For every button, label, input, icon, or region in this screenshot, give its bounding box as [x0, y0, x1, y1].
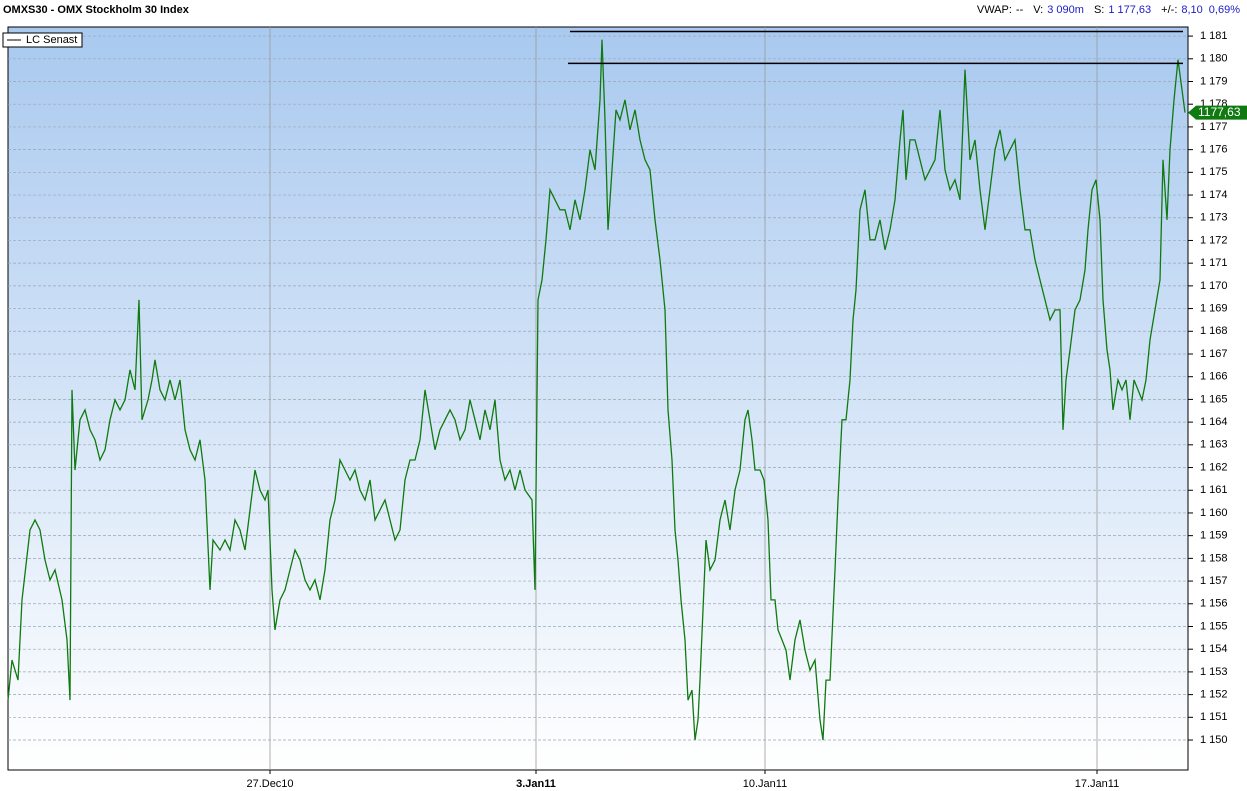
y-tick-label: 1 167: [1200, 348, 1228, 360]
y-tick-label: 1 151: [1200, 711, 1228, 723]
header-value: 1 177,63: [1108, 4, 1151, 16]
header-label: VWAP:: [977, 4, 1012, 16]
header-value: 3 090m: [1047, 4, 1084, 16]
x-tick-label: 27.Dec10: [246, 778, 293, 790]
y-tick-label: 1 173: [1200, 212, 1228, 224]
y-tick-label: 1 180: [1200, 53, 1228, 65]
legend-label: LC Senast: [26, 34, 77, 46]
legend: [2, 32, 83, 48]
y-tick-label: 1 168: [1200, 325, 1228, 337]
y-tick-label: 1 154: [1200, 643, 1228, 655]
y-tick-label: 1 177: [1200, 121, 1228, 133]
y-tick-label: 1 164: [1200, 416, 1228, 428]
x-tick-label: 17.Jan11: [1075, 778, 1119, 790]
y-tick-label: 1 162: [1200, 461, 1228, 473]
grid: [8, 27, 1193, 774]
header-value: 8,10: [1181, 4, 1202, 16]
series-line: [7, 39, 1186, 741]
y-tick-label: 1 156: [1200, 598, 1228, 610]
y-tick-label: 1 150: [1200, 734, 1228, 746]
last-value-label: 1177,63: [1198, 105, 1241, 119]
y-tick-label: 1 165: [1200, 393, 1228, 405]
y-tick-label: 1 160: [1200, 507, 1228, 519]
y-tick-label: 1 170: [1200, 280, 1228, 292]
y-tick-label: 1 163: [1200, 439, 1228, 451]
plot: [7, 30, 1186, 741]
y-tick-label: 1 159: [1200, 530, 1228, 542]
last-value-tag: [1188, 105, 1247, 120]
y-tick-label: 1 169: [1200, 302, 1228, 314]
y-tick-label: 1 155: [1200, 620, 1228, 632]
header-value: 0,69%: [1209, 4, 1240, 16]
y-tick-label: 1 181: [1200, 30, 1228, 42]
y-tick-label: 1 176: [1200, 144, 1228, 156]
x-tick-label: 3.Jan11: [516, 778, 556, 790]
y-tick-label: 1 166: [1200, 371, 1228, 383]
y-tick-label: 1 161: [1200, 484, 1228, 496]
plot-area: [7, 26, 1189, 771]
y-tick-label: 1 157: [1200, 575, 1228, 587]
x-tick-label: 10.Jan11: [743, 778, 787, 790]
y-tick-label: 1 179: [1200, 75, 1228, 87]
y-tick-label: 1 152: [1200, 689, 1228, 701]
header-value: --: [1016, 4, 1024, 16]
chart-title: OMXS30 - OMX Stockholm 30 Index: [3, 4, 190, 16]
y-tick-label: 1 172: [1200, 234, 1228, 246]
y-tick-label: 1 174: [1200, 189, 1228, 201]
header-label: +/-:: [1161, 4, 1177, 16]
y-tick-label: 1 171: [1200, 257, 1228, 269]
header-stats: VWAP: -- V: 3 090m S: 1 177,63 +/-: 8,10 0,69%: [977, 4, 1240, 16]
y-tick-label: 1 175: [1200, 166, 1228, 178]
header-label: V:: [1033, 4, 1043, 16]
header-label: S:: [1094, 4, 1104, 16]
y-tick-label: 1 158: [1200, 552, 1228, 564]
y-tick-label: 1 153: [1200, 666, 1228, 678]
